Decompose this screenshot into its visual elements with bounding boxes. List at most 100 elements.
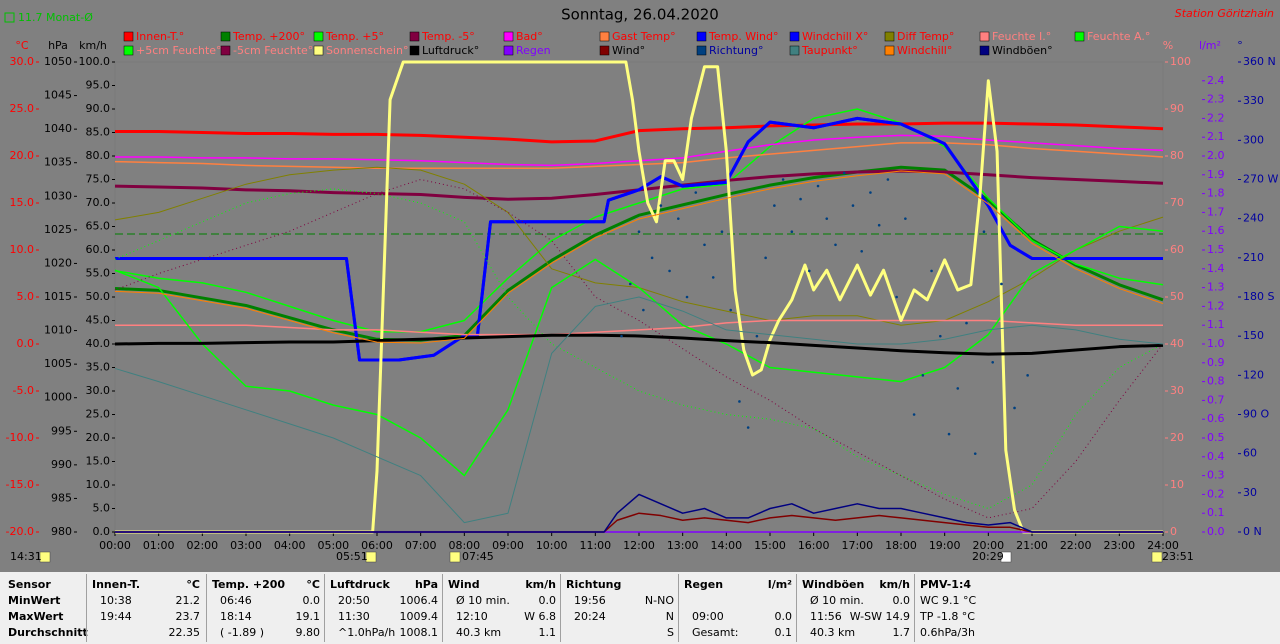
y-tick-label: 270 W	[1243, 173, 1278, 186]
direction-dot	[1013, 406, 1016, 410]
column-separator	[442, 574, 443, 642]
sun-marker-icon	[39, 551, 51, 563]
x-tick-label: 16:00	[798, 539, 830, 552]
x-tick-label: 12:00	[623, 539, 655, 552]
direction-dot	[904, 217, 907, 220]
axis-unit: °	[1237, 39, 1243, 52]
y-tick-label: 2.1	[1207, 130, 1225, 143]
table-cell: 0.6hPa/3h	[920, 626, 976, 639]
direction-dot	[773, 204, 776, 207]
y-tick-label: 60.0	[86, 243, 111, 256]
x-tick-label: 00:00	[99, 539, 131, 552]
table-cell: 1008.1	[399, 626, 439, 639]
legend-label: -5cm Feuchte°	[233, 44, 313, 57]
direction-dot	[659, 204, 663, 207]
column-header: Richtung	[566, 578, 622, 591]
legend-label: Temp. Wind°	[708, 30, 778, 43]
column-header: Wind	[448, 578, 480, 591]
y-tick-label: 65.0	[86, 220, 111, 233]
series-line	[114, 108, 1164, 333]
y-tick-label: 5.0	[93, 502, 111, 515]
table-cell: 22.35	[168, 626, 201, 639]
sun-marker-label: 14:31	[10, 550, 42, 563]
table-cell: 40.3 km	[456, 626, 502, 639]
y-tick-label: 15.0	[86, 455, 111, 468]
legend-swatch	[979, 45, 990, 56]
y-tick-label: 30	[1170, 384, 1184, 397]
legend-swatch	[696, 45, 707, 56]
y-tick-label: 1.6	[1207, 224, 1225, 237]
x-tick-label: 07:00	[405, 539, 437, 552]
y-tick-label: 1.5	[1207, 243, 1225, 256]
legend-swatch	[409, 45, 420, 56]
x-tick-label: 04:00	[274, 539, 306, 552]
chart: Sonntag, 26.04.2020 Station Göritzhain °…	[0, 0, 1280, 572]
axis-unit: hPa	[48, 39, 68, 52]
legend-label: Temp. +200°	[232, 30, 305, 43]
y-tick-label: 2.2	[1207, 111, 1225, 124]
direction-dot	[991, 360, 994, 364]
y-tick-label: 0.6	[1207, 412, 1225, 425]
column-header: Luftdruck	[330, 578, 390, 591]
table-cell: 0.0	[302, 594, 321, 607]
row-label: Durchschnitt	[8, 626, 88, 639]
y-tick-label: 25.0	[10, 102, 35, 115]
x-tick-label: 08:00	[448, 539, 480, 552]
table-cell: W 6.8	[524, 610, 556, 623]
column-separator	[796, 574, 797, 642]
y-tick-label: 0.4	[1207, 450, 1225, 463]
y-tick-label: 240	[1243, 212, 1264, 225]
y-tick-label: 0.0	[17, 337, 35, 350]
table-cell: 1006.4	[399, 594, 439, 607]
table-cell: W-SW 14.9	[849, 610, 910, 623]
y-tick-label: 70.0	[86, 196, 111, 209]
series-line	[115, 116, 1163, 362]
legend-label: Diff Temp°	[897, 30, 954, 43]
y-tick-label: 15.0	[10, 196, 35, 209]
y-tick-label: 80	[1170, 149, 1184, 162]
y-tick-label: 990	[51, 458, 72, 471]
y-tick-label: 0.0	[1207, 525, 1225, 538]
x-tick-label: 13:00	[667, 539, 699, 552]
legend-swatch	[884, 31, 895, 42]
background	[0, 0, 1280, 572]
direction-dot	[620, 334, 623, 338]
x-tick-label: 09:00	[492, 539, 524, 552]
y-tick-label: 1025	[44, 223, 72, 236]
y-tick-label: -15.0	[6, 478, 34, 491]
y-tick-label: 20.0	[10, 149, 35, 162]
direction-dot	[912, 413, 916, 416]
y-tick-label: 2.0	[1207, 149, 1225, 162]
legend-swatch	[313, 45, 324, 56]
legend-label: Windböen°	[992, 44, 1053, 57]
legend-swatch	[220, 31, 231, 42]
table-cell: WC 9.1 °C	[920, 594, 977, 607]
y-tick-label: 1.9	[1207, 168, 1225, 181]
sun-marker-label: 23:51	[1162, 550, 1194, 563]
column-separator	[206, 574, 207, 642]
y-tick-label: 90 O	[1243, 408, 1269, 421]
column-header: Innen-T.	[92, 578, 141, 591]
table-cell: 40.3 km	[810, 626, 856, 639]
y-tick-label: 10.0	[10, 243, 35, 256]
series-line	[114, 296, 1164, 524]
y-tick-label: 330	[1243, 94, 1264, 107]
y-tick-label: 70	[1170, 196, 1184, 209]
y-tick-label: 1035	[44, 156, 72, 169]
table-cell: TP -1.8 °C	[920, 610, 975, 623]
legend-swatch	[599, 31, 610, 42]
direction-dot	[729, 308, 732, 312]
direction-dot	[694, 191, 698, 194]
y-tick-label: 1.7	[1207, 205, 1225, 218]
legend-swatch	[599, 45, 610, 56]
column-unit: l/m²	[767, 578, 792, 591]
table-cell: 9.80	[295, 626, 321, 639]
table-cell: 19.1	[295, 610, 321, 623]
series-line	[115, 60, 1163, 534]
legend-label: Bad°	[516, 30, 543, 43]
y-tick-label: 90	[1170, 102, 1184, 115]
direction-dot	[781, 178, 785, 181]
y-tick-label: 0 N	[1243, 525, 1262, 538]
direction-dot	[877, 223, 881, 227]
column-header: Regen	[684, 578, 724, 591]
